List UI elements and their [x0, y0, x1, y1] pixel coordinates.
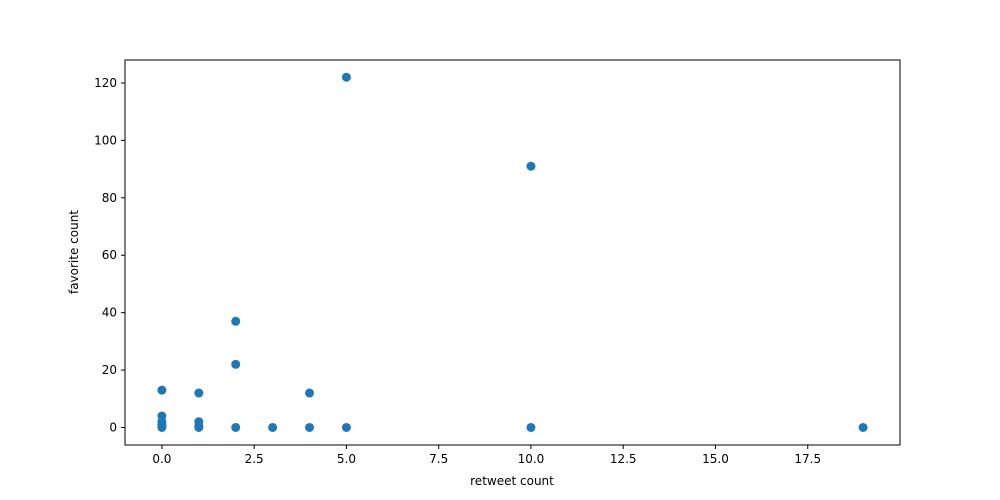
x-tick-label: 5.0	[337, 452, 356, 466]
y-tick-label: 0	[109, 420, 117, 434]
y-tick-label: 100	[94, 133, 117, 147]
data-point	[526, 422, 536, 432]
x-tick-label: 15.0	[702, 452, 729, 466]
data-point	[231, 316, 241, 326]
data-point	[157, 411, 167, 421]
data-point	[341, 72, 351, 82]
y-axis-ticks: 0 20 40 60 80 100 120	[94, 76, 125, 434]
data-point	[157, 385, 167, 395]
y-tick-label: 60	[102, 248, 117, 262]
x-tick-label: 12.5	[610, 452, 637, 466]
x-tick-label: 17.5	[794, 452, 821, 466]
points-layer	[157, 72, 868, 432]
plot-frame	[124, 59, 901, 446]
y-tick-label: 40	[102, 306, 117, 320]
x-tick-label: 0.0	[152, 452, 171, 466]
data-point	[858, 422, 868, 432]
y-tick-label: 80	[102, 191, 117, 205]
data-point	[231, 359, 241, 369]
data-point	[194, 417, 204, 427]
data-point	[341, 422, 351, 432]
data-point	[305, 388, 315, 398]
x-tick-label: 10.0	[518, 452, 545, 466]
y-tick-label: 120	[94, 76, 117, 90]
x-axis-ticks: 0.0 2.5 5.0 7.5 10.0 12.5 15.0 17.5	[152, 445, 821, 466]
data-point	[268, 422, 278, 432]
data-point	[305, 422, 315, 432]
x-tick-label: 7.5	[429, 452, 448, 466]
y-tick-label: 20	[102, 363, 117, 377]
data-point	[231, 422, 241, 432]
x-axis-label: retweet count	[470, 474, 554, 488]
y-axis-label: favorite count	[67, 210, 81, 294]
data-point	[526, 161, 536, 171]
data-point	[194, 388, 204, 398]
x-tick-label: 2.5	[245, 452, 264, 466]
